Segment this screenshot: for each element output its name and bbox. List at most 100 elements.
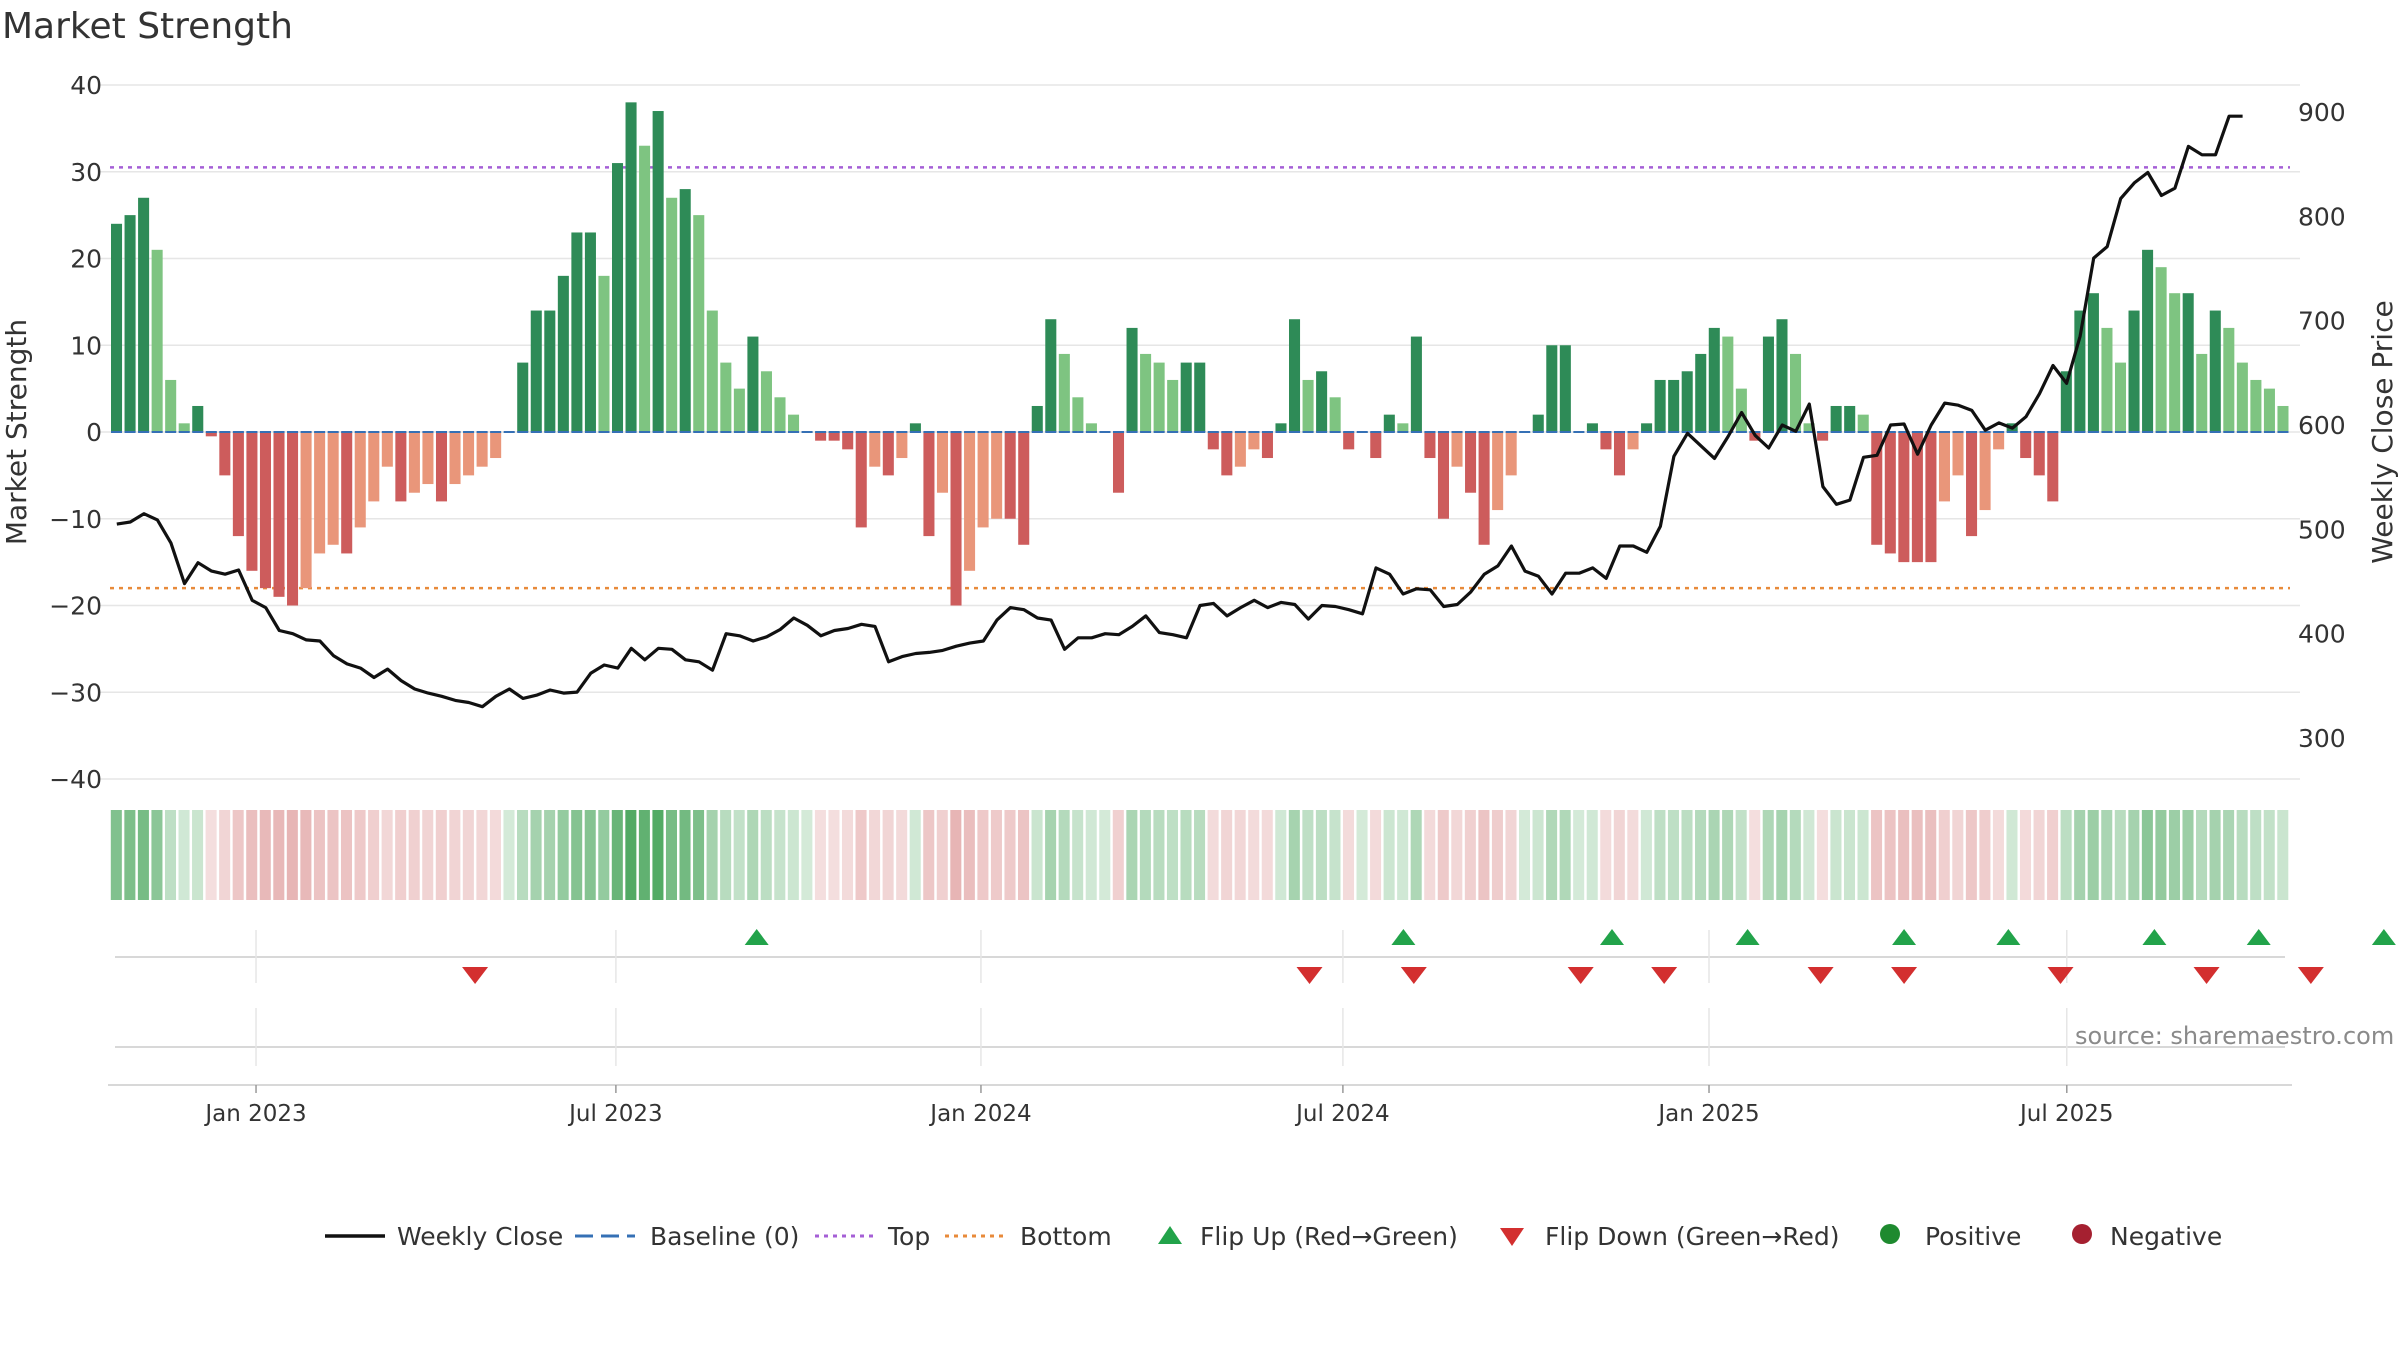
regime-cell xyxy=(1004,810,1016,900)
regime-cell xyxy=(828,810,840,900)
regime-band xyxy=(110,810,2289,900)
flip-down-marker xyxy=(2193,967,2220,984)
regime-cell xyxy=(1884,810,1896,900)
strength-bar xyxy=(408,432,420,493)
strength-bar xyxy=(300,432,312,589)
regime-cell xyxy=(1383,810,1395,900)
flip-down-marker xyxy=(462,967,489,984)
strength-bar xyxy=(151,249,163,432)
flip-up-marker xyxy=(1735,929,1760,945)
regime-cell xyxy=(2006,810,2018,900)
strength-bar xyxy=(327,432,339,545)
flip-down-marker xyxy=(2297,967,2324,984)
regime-cell xyxy=(611,810,623,900)
regime-cell xyxy=(923,810,935,900)
strength-bar xyxy=(1708,327,1720,432)
regime-cell xyxy=(869,810,881,900)
regime-cell xyxy=(1058,810,1070,900)
strength-bar xyxy=(1248,432,1260,450)
strength-bar xyxy=(1979,432,1991,511)
strength-bar xyxy=(1898,432,1910,563)
strength-bar xyxy=(1194,362,1206,432)
regime-cell xyxy=(1045,810,1057,900)
regime-cell xyxy=(137,810,149,900)
regime-cell xyxy=(2236,810,2248,900)
regime-cell xyxy=(192,810,204,900)
regime-cell xyxy=(1749,810,1761,900)
regime-cell xyxy=(2141,810,2153,900)
legend-swatch xyxy=(2072,1224,2092,1244)
strength-bar xyxy=(1790,353,1802,432)
regime-cell xyxy=(665,810,677,900)
legend-swatch xyxy=(1158,1226,1182,1244)
weekly-close-path xyxy=(116,114,2243,709)
strength-bar xyxy=(1966,432,1978,537)
weekly-close-line xyxy=(116,114,2243,709)
regime-cell xyxy=(1762,810,1774,900)
strength-bar xyxy=(259,432,271,589)
regime-cell xyxy=(1640,810,1652,900)
strength-bar xyxy=(192,405,204,432)
regime-cell xyxy=(1478,810,1490,900)
strength-bar xyxy=(1830,405,1842,432)
regime-cell xyxy=(2087,810,2099,900)
strength-bar xyxy=(923,432,935,537)
regime-cell xyxy=(489,810,501,900)
regime-cell xyxy=(1302,810,1314,900)
strength-bar xyxy=(1329,397,1341,432)
regime-cell xyxy=(693,810,705,900)
strength-bar xyxy=(1207,432,1219,450)
regime-cell xyxy=(1600,810,1612,900)
regime-cell xyxy=(1518,810,1531,900)
strength-bar xyxy=(232,432,244,537)
strength-bar xyxy=(815,432,827,441)
regime-cell xyxy=(2047,810,2059,900)
regime-cell xyxy=(841,810,854,900)
right-tick-label: 500 xyxy=(2298,515,2346,544)
right-tick-label: 300 xyxy=(2298,724,2346,753)
strength-bar xyxy=(1776,319,1788,432)
x-tick-label: Jan 2024 xyxy=(928,1101,1031,1127)
strength-bar xyxy=(2223,327,2235,432)
strength-bar xyxy=(2277,405,2289,432)
legend-item: Top xyxy=(815,1222,930,1251)
strength-bar xyxy=(1031,405,1043,432)
regime-cell xyxy=(368,810,380,900)
regime-cell xyxy=(422,810,434,900)
flip-up-marker xyxy=(744,929,769,945)
strength-bar xyxy=(1681,371,1693,432)
legend-item: Flip Down (Green→Red) xyxy=(1500,1222,1840,1251)
strength-bar xyxy=(720,362,732,432)
strength-bar xyxy=(1613,432,1626,476)
strength-bar xyxy=(1654,379,1666,432)
strength-bar xyxy=(2087,293,2099,432)
flip-up-marker xyxy=(1892,929,1917,945)
strength-bar xyxy=(1465,432,1477,493)
strength-bar xyxy=(1925,432,1937,563)
strength-bar xyxy=(124,215,136,432)
strength-bar xyxy=(354,432,366,528)
regime-cell xyxy=(2019,810,2032,900)
strength-bar xyxy=(1993,432,2005,450)
regime-cell xyxy=(1735,810,1747,900)
left-tick-label: 20 xyxy=(70,245,102,274)
regime-cell xyxy=(720,810,732,900)
strength-bar xyxy=(1234,432,1246,467)
strength-bar xyxy=(2155,267,2167,432)
flip-markers xyxy=(115,929,2396,1066)
strength-bar xyxy=(2033,432,2045,476)
strength-bar xyxy=(2060,371,2072,432)
strength-bar xyxy=(1370,432,1382,459)
strength-bar xyxy=(1451,432,1463,467)
strength-bar xyxy=(1952,432,1964,476)
strength-bar xyxy=(517,362,529,432)
legend-item: Flip Up (Red→Green) xyxy=(1158,1222,1458,1251)
strength-bar xyxy=(584,232,596,432)
regime-cell xyxy=(1072,810,1084,900)
strength-bar xyxy=(368,432,380,502)
strength-bar xyxy=(1397,423,1409,432)
strength-bar xyxy=(1058,353,1070,432)
strength-bar xyxy=(219,432,231,476)
regime-cell xyxy=(1099,810,1111,900)
